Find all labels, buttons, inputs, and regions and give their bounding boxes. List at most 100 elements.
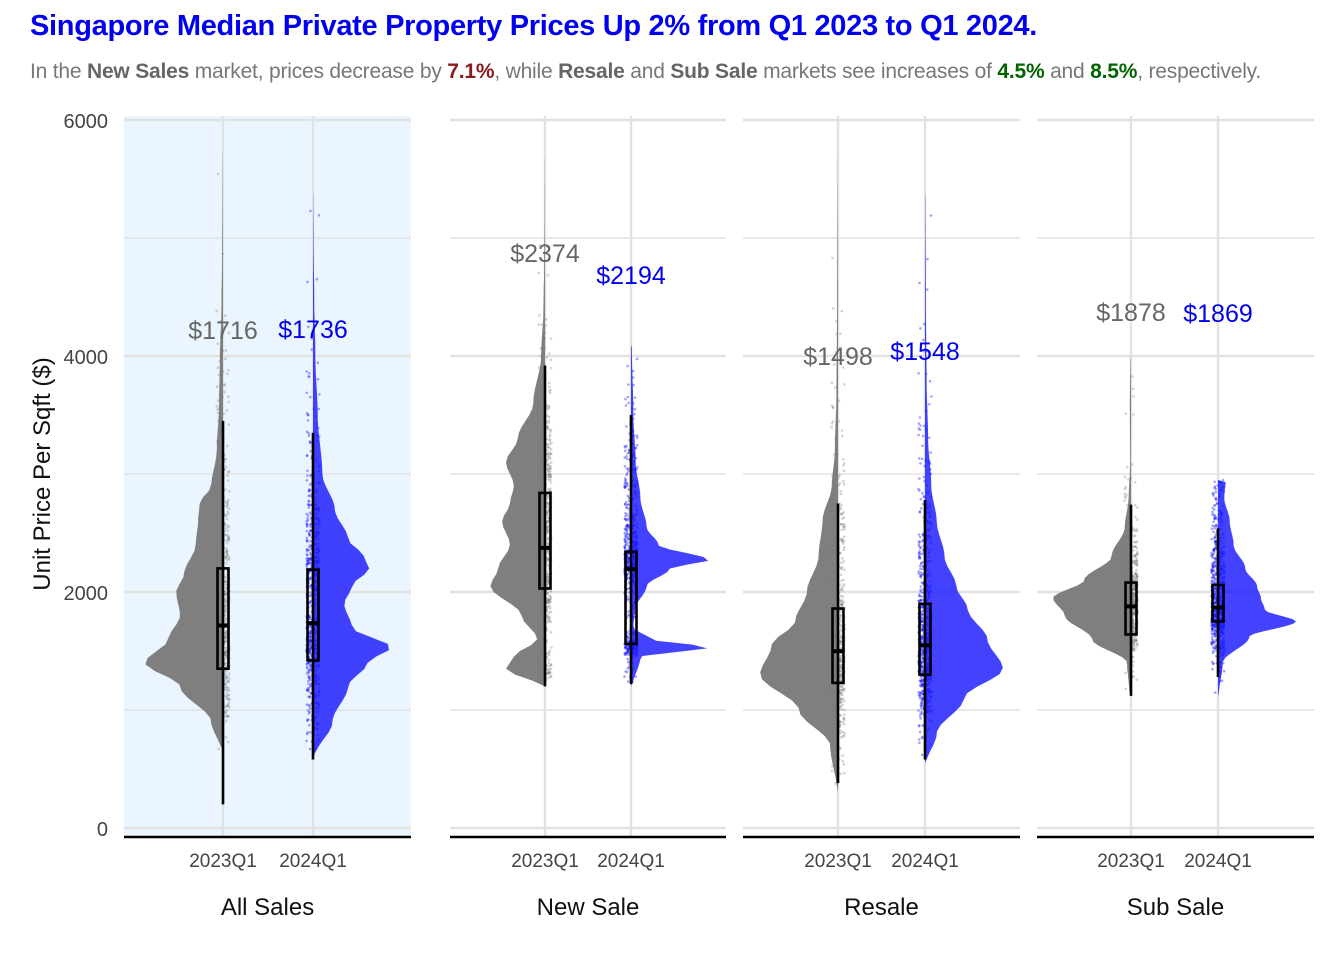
data-point	[218, 530, 222, 533]
data-point	[305, 391, 309, 395]
data-point	[541, 447, 544, 451]
data-point	[841, 759, 845, 763]
data-point	[317, 465, 321, 469]
data-point	[315, 548, 319, 551]
data-point	[623, 538, 626, 541]
data-point	[634, 446, 637, 450]
data-point	[314, 588, 318, 592]
data-point	[540, 669, 544, 673]
data-point	[317, 532, 321, 535]
data-point	[314, 668, 318, 672]
data-point	[539, 443, 542, 447]
data-point	[216, 455, 220, 459]
data-point	[918, 477, 921, 480]
data-point	[318, 517, 321, 521]
data-point	[636, 541, 639, 544]
data-point	[627, 556, 631, 560]
data-point	[306, 719, 309, 722]
data-point	[546, 572, 549, 576]
data-point	[548, 389, 551, 393]
data-point	[307, 506, 311, 509]
data-point	[632, 484, 636, 488]
data-point	[219, 677, 222, 680]
data-point	[550, 441, 553, 445]
data-point	[227, 556, 231, 559]
data-point	[918, 741, 921, 745]
data-point	[624, 535, 627, 539]
data-point	[1126, 597, 1130, 600]
data-point	[918, 281, 921, 285]
data-point	[309, 503, 313, 507]
data-point	[548, 606, 552, 610]
data-point	[921, 434, 925, 438]
data-point	[224, 514, 228, 517]
data-point	[834, 711, 837, 715]
median-label: $2374	[510, 240, 580, 268]
data-point	[224, 654, 228, 657]
data-point	[219, 632, 222, 635]
data-point	[634, 539, 638, 543]
data-point	[1132, 647, 1135, 650]
data-point	[216, 514, 220, 517]
data-point	[315, 656, 318, 659]
data-point	[843, 722, 846, 726]
data-point	[549, 595, 552, 599]
data-point	[315, 574, 318, 577]
data-point	[834, 704, 837, 707]
data-point	[218, 660, 222, 664]
data-point	[224, 736, 228, 739]
data-point	[308, 707, 312, 710]
data-point	[308, 625, 312, 629]
data-point	[634, 546, 638, 549]
data-point	[538, 485, 542, 489]
data-point	[316, 534, 319, 537]
data-point	[839, 332, 842, 336]
data-point	[624, 533, 627, 536]
data-point	[219, 560, 222, 563]
data-point	[306, 524, 309, 527]
data-point	[832, 510, 836, 514]
data-point	[1126, 669, 1130, 672]
data-point	[538, 476, 541, 480]
data-point	[314, 497, 318, 501]
data-point	[308, 652, 312, 655]
data-point	[227, 400, 230, 404]
data-point	[305, 512, 309, 516]
data-point	[314, 581, 317, 585]
data-point	[625, 670, 629, 674]
data-point	[218, 672, 222, 675]
data-point	[624, 518, 628, 521]
median-label: $2194	[596, 262, 666, 290]
data-point	[843, 568, 846, 571]
data-point	[318, 393, 321, 396]
data-point	[315, 546, 319, 550]
data-point	[1132, 660, 1135, 663]
subtitle-sub-sale: Sub Sale	[670, 60, 758, 83]
data-point	[225, 557, 228, 561]
data-point	[539, 630, 543, 634]
data-point	[631, 369, 635, 373]
data-point	[540, 511, 543, 515]
data-point	[538, 604, 542, 608]
data-point	[219, 657, 222, 660]
median-label: $1548	[890, 338, 960, 366]
data-point	[548, 667, 551, 671]
data-point	[926, 491, 929, 494]
data-point	[624, 542, 628, 545]
data-point	[626, 646, 630, 650]
data-point	[546, 497, 549, 501]
data-point	[1124, 485, 1127, 489]
data-point	[923, 496, 926, 499]
data-point	[227, 369, 230, 372]
data-point	[224, 688, 228, 692]
data-point	[632, 559, 636, 563]
data-point	[626, 395, 630, 399]
data-point	[921, 698, 924, 702]
data-point	[226, 558, 229, 562]
data-point	[1135, 568, 1138, 572]
data-point	[634, 646, 638, 650]
data-point	[225, 654, 228, 657]
data-point	[309, 591, 312, 594]
data-point	[919, 497, 922, 501]
data-point	[545, 573, 549, 577]
